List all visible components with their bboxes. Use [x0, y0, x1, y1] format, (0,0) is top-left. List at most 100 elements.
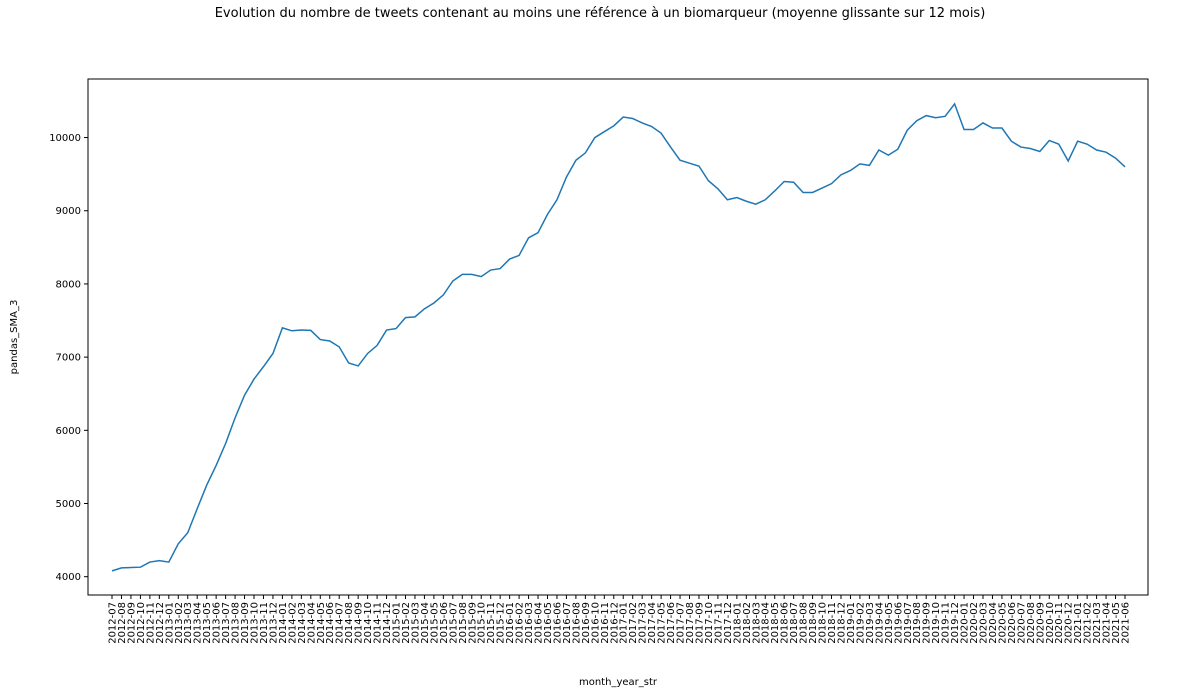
y-tick-label: 9000 — [56, 206, 81, 217]
x-tick-label: 2015-09 — [467, 602, 478, 644]
series-line — [111, 102, 1126, 572]
x-tick-label: 2016-02 — [515, 602, 526, 644]
x-tick-label: 2012-09 — [126, 602, 137, 644]
x-tick-label: 2017-11 — [713, 602, 724, 644]
x-tick-label: 2015-06 — [439, 602, 450, 644]
x-tick-label: 2017-05 — [657, 602, 668, 644]
x-tick-label: 2012-07 — [108, 602, 119, 644]
x-tick-label: 2014-12 — [382, 602, 393, 644]
x-tick-label: 2015-11 — [486, 602, 497, 644]
x-tick-label: 2019-01 — [846, 602, 857, 644]
x-tick-label: 2016-06 — [552, 602, 563, 644]
x-tick-label: 2019-09 — [922, 602, 933, 644]
x-tick-label: 2019-03 — [865, 602, 876, 644]
x-tick-label: 2019-04 — [874, 602, 885, 644]
x-tick-label: 2019-07 — [903, 602, 914, 644]
x-tick-label: 2014-04 — [306, 602, 317, 644]
x-tick-label: 2013-10 — [250, 602, 261, 644]
x-tick-label: 2013-02 — [174, 602, 185, 644]
y-tick-label: 6000 — [56, 426, 81, 437]
x-tick-label: 2017-06 — [666, 602, 677, 644]
x-tick-label: 2021-06 — [1121, 602, 1132, 644]
x-tick-label: 2013-01 — [164, 602, 175, 644]
x-tick-label: 2019-10 — [931, 602, 942, 644]
x-tick-label: 2017-08 — [685, 602, 696, 644]
x-tick-label: 2012-08 — [117, 602, 128, 644]
x-tick-label: 2017-10 — [704, 602, 715, 644]
x-tick-label: 2016-10 — [590, 602, 601, 644]
x-tick-label: 2021-01 — [1073, 602, 1084, 644]
x-tick-label: 2018-02 — [742, 602, 753, 644]
x-tick-label: 2017-02 — [628, 602, 639, 644]
x-tick-label: 2013-11 — [259, 602, 270, 644]
x-tick-label: 2016-05 — [543, 602, 554, 644]
x-tick-label: 2020-06 — [1007, 602, 1018, 644]
x-tick-label: 2019-06 — [893, 602, 904, 644]
x-tick-label: 2020-11 — [1054, 602, 1065, 644]
x-tick-label: 2012-10 — [136, 602, 147, 644]
x-tick-label: 2016-11 — [600, 602, 611, 644]
x-tick-label: 2017-03 — [638, 602, 649, 644]
x-tick-label: 2014-06 — [325, 602, 336, 644]
x-tick-label: 2021-02 — [1083, 602, 1094, 644]
x-tick-label: 2015-02 — [401, 602, 412, 644]
x-tick-label: 2015-03 — [410, 602, 421, 644]
x-tick-label: 2020-09 — [1035, 602, 1046, 644]
x-tick-label: 2018-05 — [770, 602, 781, 644]
x-tick-label: 2015-08 — [458, 602, 469, 644]
x-tick-label: 2014-09 — [354, 602, 365, 644]
x-tick-label: 2016-04 — [534, 602, 545, 644]
x-tick-label: 2012-11 — [145, 602, 156, 644]
x-tick-label: 2018-01 — [732, 602, 743, 644]
plot-area-frame — [87, 78, 1149, 596]
x-tick-label: 2017-04 — [647, 602, 658, 644]
x-tick-label: 2013-07 — [221, 602, 232, 644]
x-axis-label: month_year_str — [579, 677, 658, 688]
x-tick-label: 2016-09 — [581, 602, 592, 644]
x-tick-label: 2015-05 — [429, 602, 440, 644]
x-tick-label: 2019-05 — [884, 602, 895, 644]
x-tick-label: 2017-09 — [694, 602, 705, 644]
x-tick-label: 2020-12 — [1064, 602, 1075, 644]
x-tick-label: 2020-07 — [1016, 602, 1027, 644]
x-axis-ticks: 2012-072012-082012-092012-102012-112012-… — [108, 595, 1132, 644]
x-tick-label: 2015-12 — [496, 602, 507, 644]
x-tick-label: 2014-07 — [335, 602, 346, 644]
x-tick-label: 2014-10 — [363, 602, 374, 644]
y-tick-label: 4000 — [56, 572, 81, 583]
y-tick-label: 5000 — [56, 499, 81, 510]
x-tick-label: 2016-08 — [571, 602, 582, 644]
x-tick-label: 2016-07 — [562, 602, 573, 644]
x-tick-label: 2014-03 — [297, 602, 308, 644]
y-tick-label: 10000 — [49, 133, 81, 144]
x-tick-label: 2019-02 — [855, 602, 866, 644]
x-tick-label: 2019-11 — [941, 602, 952, 644]
x-tick-label: 2013-03 — [183, 602, 194, 644]
x-tick-label: 2020-03 — [978, 602, 989, 644]
x-tick-label: 2020-10 — [1045, 602, 1056, 644]
x-tick-label: 2020-05 — [997, 602, 1008, 644]
y-tick-label: 7000 — [56, 353, 81, 364]
x-tick-label: 2020-02 — [969, 602, 980, 644]
x-tick-label: 2018-11 — [827, 602, 838, 644]
x-tick-label: 2018-03 — [751, 602, 762, 644]
x-tick-label: 2018-09 — [808, 602, 819, 644]
x-tick-label: 2013-09 — [240, 602, 251, 644]
x-tick-label: 2015-01 — [392, 602, 403, 644]
x-tick-label: 2016-12 — [609, 602, 620, 644]
x-tick-label: 2014-08 — [344, 602, 355, 644]
x-tick-label: 2018-07 — [789, 602, 800, 644]
x-tick-label: 2013-08 — [231, 602, 242, 644]
x-tick-label: 2013-12 — [268, 602, 279, 644]
x-tick-label: 2019-08 — [912, 602, 923, 644]
x-tick-label: 2020-01 — [960, 602, 971, 644]
x-tick-label: 2018-12 — [836, 602, 847, 644]
x-tick-label: 2016-01 — [505, 602, 516, 644]
x-tick-label: 2020-04 — [988, 602, 999, 644]
x-tick-label: 2013-05 — [202, 602, 213, 644]
y-axis-label: pandas_SMA_3 — [9, 300, 20, 375]
x-tick-label: 2017-01 — [619, 602, 630, 644]
x-tick-label: 2021-05 — [1111, 602, 1122, 644]
x-tick-label: 2014-02 — [287, 602, 298, 644]
